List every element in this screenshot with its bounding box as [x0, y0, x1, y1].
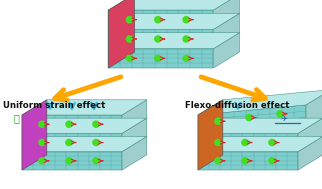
Polygon shape [213, 13, 240, 49]
Polygon shape [22, 100, 47, 170]
Polygon shape [109, 13, 240, 29]
Text: 🏃: 🏃 [13, 113, 19, 123]
Polygon shape [22, 100, 147, 115]
Circle shape [268, 139, 276, 146]
Circle shape [65, 120, 73, 128]
Polygon shape [122, 118, 147, 152]
Circle shape [268, 157, 276, 165]
Circle shape [65, 139, 73, 146]
Circle shape [241, 157, 249, 165]
Circle shape [245, 114, 253, 121]
Circle shape [92, 120, 100, 128]
Polygon shape [122, 100, 147, 133]
Circle shape [126, 16, 133, 23]
Polygon shape [198, 118, 322, 133]
Polygon shape [213, 0, 240, 29]
Polygon shape [198, 100, 223, 170]
Circle shape [276, 110, 284, 118]
Circle shape [182, 35, 190, 43]
Circle shape [38, 157, 46, 165]
Polygon shape [198, 90, 322, 115]
Polygon shape [198, 133, 298, 152]
Polygon shape [109, 49, 213, 68]
Circle shape [182, 16, 190, 23]
Polygon shape [22, 152, 122, 170]
Circle shape [241, 139, 249, 146]
Polygon shape [109, 33, 240, 49]
Polygon shape [213, 33, 240, 68]
Text: Flexo-diffusion effect: Flexo-diffusion effect [185, 101, 289, 111]
Circle shape [92, 139, 100, 146]
Circle shape [182, 55, 190, 62]
Polygon shape [109, 0, 135, 68]
Circle shape [126, 55, 133, 62]
Circle shape [214, 157, 222, 165]
Circle shape [154, 55, 162, 62]
Circle shape [214, 117, 222, 125]
Text: ✈: ✈ [280, 114, 288, 122]
Polygon shape [109, 0, 240, 10]
Circle shape [38, 139, 46, 146]
Polygon shape [22, 115, 122, 133]
Circle shape [65, 157, 73, 165]
Text: Uniform strain effect: Uniform strain effect [3, 101, 105, 111]
Polygon shape [298, 136, 322, 170]
Polygon shape [198, 152, 298, 170]
Circle shape [154, 16, 162, 23]
Circle shape [92, 157, 100, 165]
Circle shape [126, 35, 133, 43]
Polygon shape [298, 118, 322, 152]
Polygon shape [22, 136, 147, 152]
Circle shape [214, 139, 222, 146]
Polygon shape [198, 136, 322, 152]
Circle shape [154, 35, 162, 43]
Polygon shape [306, 90, 322, 130]
Polygon shape [22, 133, 122, 152]
Polygon shape [122, 136, 147, 170]
Polygon shape [198, 105, 306, 133]
Polygon shape [109, 29, 213, 49]
Polygon shape [22, 118, 147, 133]
Polygon shape [109, 10, 213, 29]
Circle shape [38, 120, 46, 128]
